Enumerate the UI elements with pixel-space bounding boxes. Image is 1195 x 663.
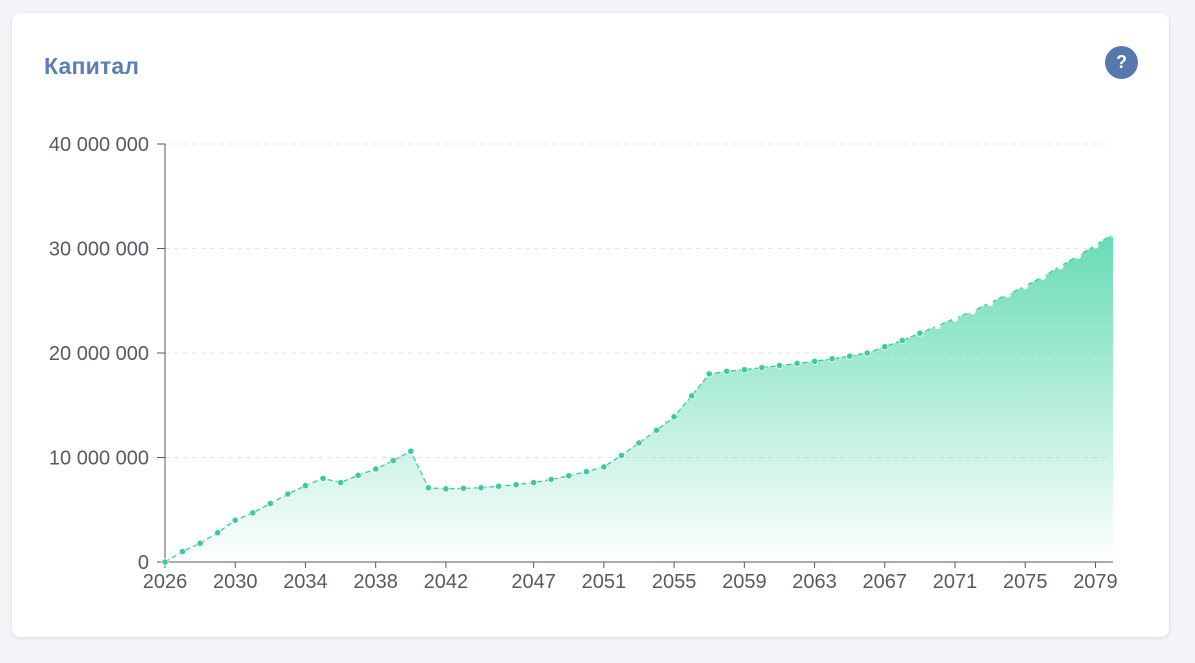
x-tick-label: 2063 bbox=[792, 571, 837, 593]
x-tick-label: 2055 bbox=[652, 571, 697, 593]
data-point bbox=[547, 475, 555, 484]
data-point bbox=[178, 547, 187, 556]
y-tick-label: 20 000 000 bbox=[49, 343, 149, 365]
data-point bbox=[1057, 263, 1064, 270]
x-tick-label: 2047 bbox=[511, 571, 556, 593]
data-point bbox=[249, 509, 257, 517]
data-point bbox=[793, 359, 801, 368]
x-tick-label: 2042 bbox=[424, 571, 469, 593]
data-point bbox=[214, 529, 222, 537]
data-point bbox=[319, 474, 327, 482]
x-tick-label: 2038 bbox=[353, 571, 398, 593]
data-point bbox=[389, 457, 397, 465]
x-tick-label: 2079 bbox=[1073, 571, 1118, 593]
data-point bbox=[1092, 242, 1099, 249]
data-point bbox=[986, 299, 994, 307]
x-tick-labels: 2026 2030 2034 2038 2042 2047 2051 2055 2059 2063… bbox=[143, 571, 1118, 593]
data-point bbox=[424, 484, 432, 492]
y-tick-label: 0 bbox=[138, 552, 149, 574]
data-point bbox=[600, 463, 608, 471]
data-point bbox=[881, 343, 889, 351]
series-area bbox=[165, 233, 1113, 562]
data-point bbox=[582, 468, 590, 476]
data-point bbox=[161, 558, 169, 566]
y-tick-label: 40 000 000 bbox=[49, 134, 149, 156]
x-tick-label: 2026 bbox=[143, 571, 188, 593]
data-point bbox=[266, 499, 274, 508]
data-point bbox=[723, 367, 731, 375]
data-point bbox=[284, 490, 292, 498]
data-point bbox=[617, 451, 626, 460]
data-point bbox=[652, 426, 661, 434]
x-tick-label: 2059 bbox=[722, 571, 767, 593]
data-point bbox=[846, 352, 854, 360]
data-point bbox=[1074, 252, 1082, 260]
x-tick-label: 2075 bbox=[1003, 571, 1048, 593]
data-points bbox=[161, 230, 1117, 566]
data-point bbox=[530, 478, 538, 487]
data-point bbox=[354, 471, 362, 479]
data-point bbox=[459, 484, 468, 492]
data-point bbox=[951, 315, 959, 322]
data-point bbox=[688, 392, 696, 400]
data-point bbox=[1109, 230, 1117, 238]
x-tick-label: 2067 bbox=[863, 571, 908, 593]
data-point bbox=[301, 482, 310, 490]
data-point bbox=[969, 308, 976, 315]
data-point bbox=[898, 336, 906, 345]
data-point bbox=[196, 539, 204, 547]
data-point bbox=[916, 329, 924, 337]
data-point bbox=[1022, 282, 1029, 290]
data-point bbox=[740, 366, 748, 374]
data-point bbox=[1004, 291, 1011, 298]
data-point bbox=[810, 357, 819, 365]
data-point bbox=[863, 349, 871, 357]
data-point bbox=[512, 481, 520, 489]
help-icon[interactable]: ? bbox=[1105, 46, 1138, 79]
axes bbox=[157, 143, 1113, 568]
data-point bbox=[635, 439, 643, 447]
y-tick-labels: 0 10 000 000 20 000 000 30 000 000 40 000 00… bbox=[49, 134, 149, 574]
data-point bbox=[758, 364, 766, 372]
x-tick-label: 2034 bbox=[283, 571, 328, 593]
y-tick-label: 30 000 000 bbox=[49, 239, 149, 261]
data-point bbox=[231, 516, 239, 524]
data-point bbox=[442, 485, 450, 493]
x-tick-label: 2030 bbox=[213, 571, 258, 593]
area-fill bbox=[165, 233, 1113, 562]
data-point bbox=[565, 472, 573, 480]
data-point bbox=[477, 484, 485, 492]
x-tick-label: 2051 bbox=[582, 571, 627, 593]
data-point bbox=[372, 465, 380, 473]
data-point bbox=[705, 370, 713, 378]
data-point bbox=[934, 322, 941, 330]
data-point bbox=[407, 447, 415, 455]
card-title: Капитал bbox=[44, 53, 140, 79]
data-point bbox=[670, 413, 678, 421]
data-point bbox=[828, 355, 836, 363]
x-tick-label: 2071 bbox=[933, 571, 978, 593]
data-point bbox=[1039, 273, 1046, 280]
y-tick-label: 10 000 000 bbox=[49, 448, 149, 470]
data-point bbox=[336, 478, 345, 487]
data-point bbox=[494, 482, 503, 490]
data-point bbox=[775, 361, 784, 370]
